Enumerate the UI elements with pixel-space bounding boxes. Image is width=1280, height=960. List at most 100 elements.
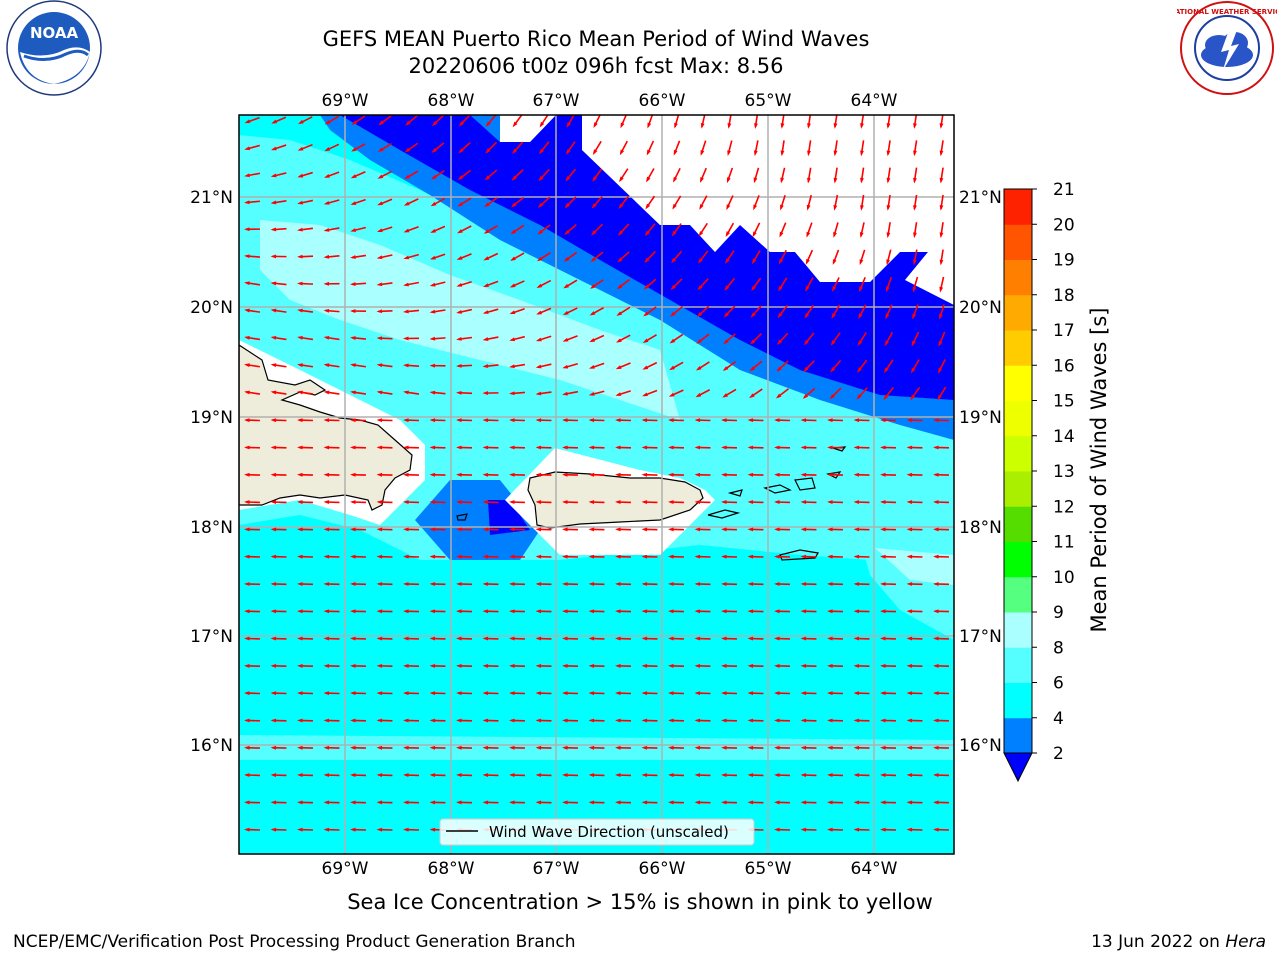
wave-direction-arrowhead (853, 609, 860, 614)
wave-direction-arrowhead (297, 335, 303, 340)
wave-direction-arrowhead (483, 283, 489, 287)
wave-direction-arrowhead (933, 554, 939, 559)
wave-direction-arrowhead (535, 773, 542, 778)
wave-direction-arrowhead (880, 472, 886, 477)
wave-direction-arrowhead (509, 310, 516, 315)
wave-direction-arrowhead (906, 663, 913, 668)
wave-direction-arrowhead (668, 718, 674, 723)
wave-direction-arrowhead (906, 418, 913, 423)
wave-direction-arrowhead (509, 472, 515, 477)
wave-direction-arrowhead (747, 472, 754, 477)
wave-direction-arrowhead (535, 636, 542, 641)
wave-direction-arrowhead (482, 582, 489, 586)
wave-direction-arrowhead (270, 173, 277, 178)
wave-direction-arrowhead (429, 800, 436, 805)
wave-direction-arrowhead (747, 800, 754, 805)
wave-direction-arrowhead (377, 174, 384, 179)
wave-direction-arrowhead (403, 336, 409, 341)
wave-direction-arrowhead (750, 339, 756, 345)
wave-direction-arrowhead (457, 202, 464, 207)
wave-direction-arrowhead (747, 636, 754, 641)
wave-direction-arrowhead (588, 800, 595, 805)
wave-direction-arrowhead (747, 527, 754, 532)
wave-direction-arrowhead (564, 230, 570, 236)
wave-direction-arrowhead (669, 338, 676, 344)
wave-direction-arrowhead (244, 663, 250, 668)
wave-direction-arrowhead (880, 773, 886, 778)
wave-direction-arrowhead (562, 364, 569, 369)
wave-direction-arrowhead (721, 472, 727, 477)
footer-machine: Hera (1225, 932, 1266, 952)
colorbar-segment (1004, 717, 1032, 754)
wave-direction-arrowhead (641, 609, 648, 614)
wave-direction-arrowhead (482, 418, 489, 423)
wave-direction-arrowhead (827, 609, 833, 614)
wave-direction-arrowhead (376, 390, 383, 395)
wave-direction-arrowhead (404, 147, 411, 153)
wave-direction-arrowhead (800, 527, 807, 532)
wave-direction-arrowhead (644, 230, 650, 237)
wave-direction-arrowhead (510, 202, 517, 208)
wave-direction-arrowhead (699, 177, 704, 183)
wave-direction-arrowhead (588, 582, 595, 586)
wave-direction-arrowhead (297, 472, 303, 477)
wave-direction-arrowhead (886, 177, 891, 184)
wave-direction-arrowhead (886, 286, 890, 293)
wave-direction-arrowhead (800, 472, 807, 477)
wave-direction-arrowhead (641, 582, 648, 586)
wave-direction-arrowhead (430, 228, 437, 233)
wave-direction-arrowhead (562, 554, 568, 559)
wave-direction-arrowhead (562, 310, 569, 316)
wave-direction-arrowhead (615, 582, 621, 586)
wave-direction-arrowhead (694, 636, 701, 641)
wave-direction-arrowhead (774, 663, 780, 668)
wave-direction-arrowhead (641, 445, 648, 450)
wave-direction-arrowhead (615, 636, 621, 641)
wave-direction-arrowhead (774, 418, 780, 423)
wave-direction-arrowhead (350, 554, 356, 559)
wave-direction-arrowhead (774, 636, 780, 641)
wave-direction-arrowhead (456, 527, 462, 532)
wave-direction-arrowhead (403, 472, 409, 477)
wave-direction-arrowhead (807, 150, 811, 157)
wave-direction-arrowhead (376, 527, 383, 532)
wave-direction-arrowhead (511, 175, 517, 181)
colorbar-segment (1004, 647, 1032, 683)
wave-direction-arrowhead (774, 800, 780, 805)
wave-direction-arrowhead (563, 256, 570, 262)
wave-direction-arrowhead (350, 745, 356, 750)
wave-direction-arrowhead (647, 122, 652, 129)
wave-direction-arrowhead (244, 636, 250, 641)
wave-direction-arrowhead (350, 773, 356, 778)
wave-direction-arrowhead (827, 500, 833, 505)
wave-direction-arrowhead (588, 392, 595, 396)
wave-direction-arrowhead (803, 339, 809, 346)
wave-direction-arrowhead (752, 231, 757, 238)
lat-label-left-17n: 17°N (190, 627, 233, 647)
wave-direction-arrowhead (429, 554, 436, 559)
wave-direction-arrowhead (588, 718, 595, 723)
wave-direction-arrowhead (297, 609, 303, 614)
wave-direction-arrowhead (827, 773, 833, 778)
wave-direction-arrowhead (588, 663, 595, 668)
wave-direction-arrowhead (588, 745, 595, 750)
wave-direction-arrowhead (297, 363, 303, 368)
wave-direction-arrowhead (906, 636, 913, 641)
wave-direction-arrowhead (535, 718, 542, 723)
wave-direction-arrowhead (853, 663, 860, 668)
wave-direction-arrowhead (509, 718, 515, 723)
wave-direction-arrowhead (616, 311, 623, 316)
wave-direction-arrowhead (324, 120, 331, 125)
wave-direction-arrowhead (376, 800, 383, 805)
wave-direction-arrowhead (323, 445, 330, 450)
wave-direction-arrowhead (562, 391, 568, 396)
wave-direction-arrowhead (721, 773, 727, 778)
wave-direction-arrowhead (750, 312, 756, 318)
wave-direction-arrowhead (668, 472, 674, 477)
colorbar-tick-label: 11 (1053, 533, 1075, 553)
wave-direction-arrowhead (244, 800, 250, 805)
wave-direction-arrowhead (297, 200, 303, 205)
wave-direction-arrowhead (509, 283, 516, 288)
wave-direction-arrowhead (615, 718, 621, 723)
wave-direction-arrowhead (747, 554, 754, 559)
